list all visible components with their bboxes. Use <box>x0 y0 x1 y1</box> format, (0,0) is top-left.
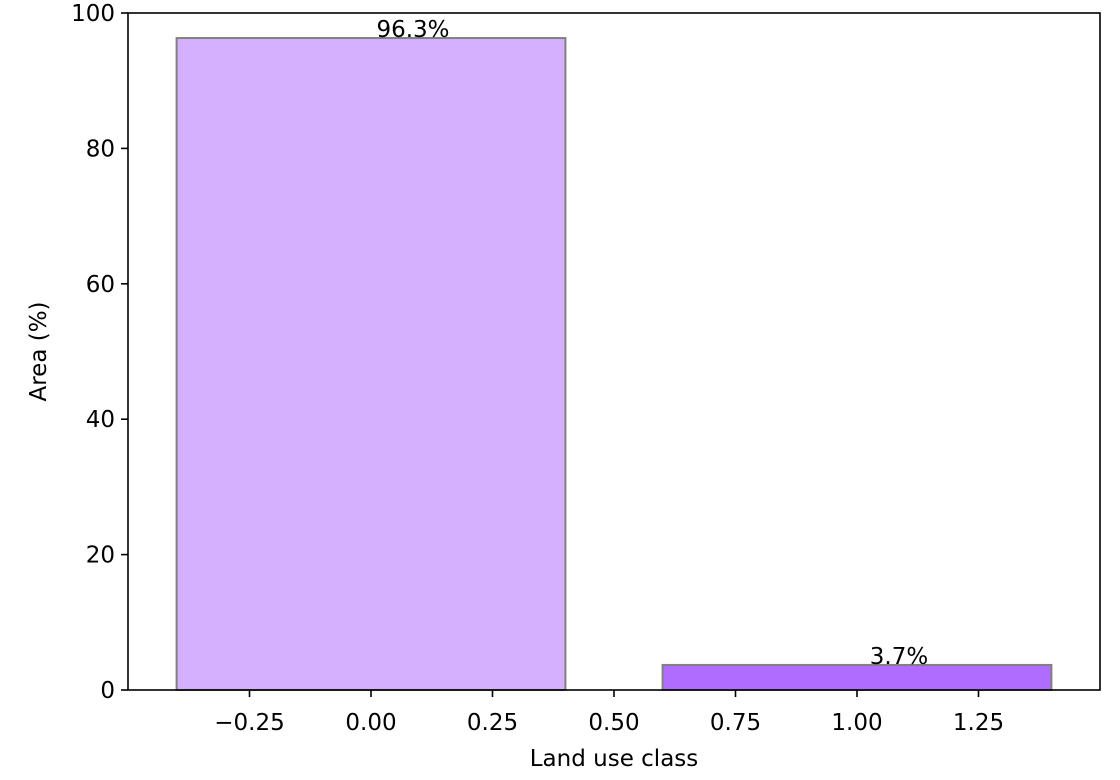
bar-1 <box>661 663 1053 691</box>
y-axis: 0 20 40 60 80 100 <box>71 1 128 704</box>
y-tick-label: 100 <box>71 1 115 27</box>
x-tick-label: 0.50 <box>588 710 639 736</box>
bars-layer <box>175 37 1053 691</box>
y-tick-label: 20 <box>86 543 115 569</box>
y-tick-label: 0 <box>100 678 115 704</box>
y-tick-label: 40 <box>86 407 115 433</box>
x-axis-label: Land use class <box>530 746 699 772</box>
data-label-1: 3.7% <box>870 644 928 670</box>
x-tick-label: −0.25 <box>214 710 284 736</box>
x-axis: −0.25 0.00 0.25 0.50 0.75 1.00 1.25 <box>214 690 1004 736</box>
x-tick-label: 1.25 <box>953 710 1004 736</box>
x-tick-label: 1.00 <box>831 710 882 736</box>
data-labels-layer: 96.3% 3.7% <box>376 17 928 670</box>
data-label-0: 96.3% <box>376 17 449 43</box>
bar-0 <box>175 37 567 691</box>
x-tick-label: 0.00 <box>345 710 396 736</box>
y-tick-label: 60 <box>86 272 115 298</box>
y-tick-label: 80 <box>86 136 115 162</box>
x-tick-label: 0.75 <box>710 710 761 736</box>
y-axis-label: Area (%) <box>26 301 52 401</box>
x-tick-label: 0.25 <box>467 710 518 736</box>
